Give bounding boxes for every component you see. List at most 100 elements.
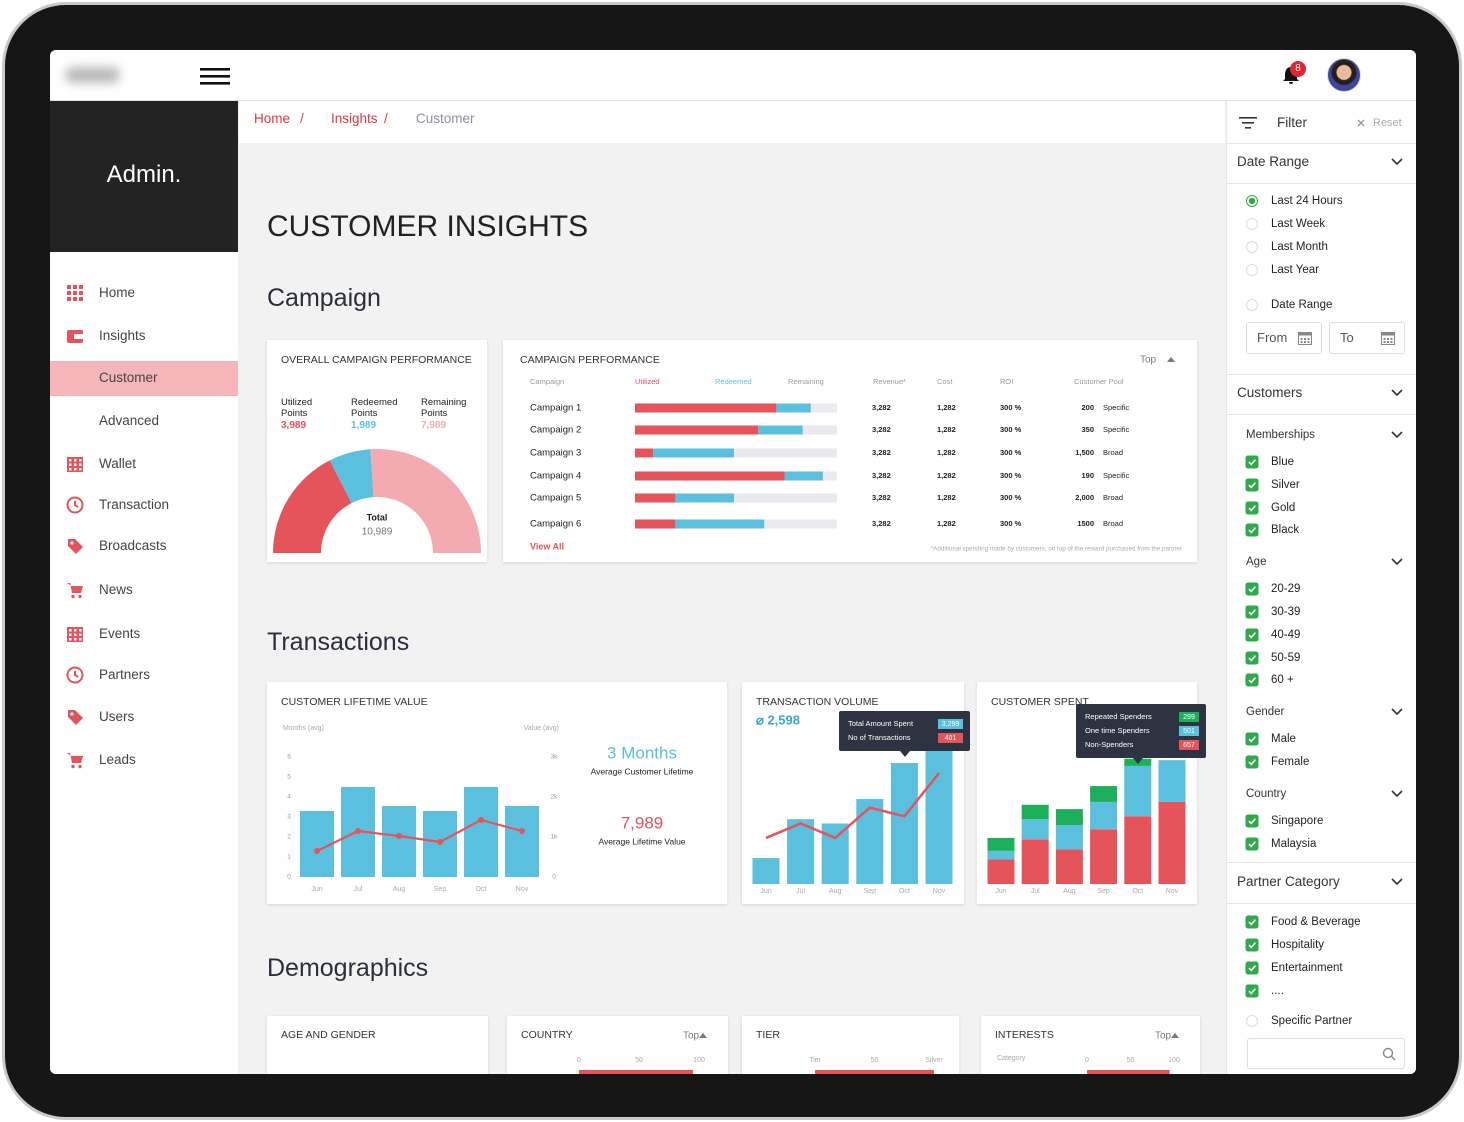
icon-part: [74, 463, 77, 466]
filter-group-title[interactable]: Memberships: [1246, 429, 1316, 441]
icon-part: [1300, 341, 1303, 343]
chevron[interactable]: [1391, 430, 1403, 440]
nav-icon: [68, 710, 83, 725]
x-tick-label: 100: [693, 1057, 705, 1064]
checkbox[interactable]: [1245, 605, 1259, 619]
filter-section-title[interactable]: Partner Category: [1237, 874, 1340, 889]
bar-segment: [776, 403, 811, 413]
icon-part: [1382, 1047, 1394, 1059]
chevron[interactable]: [1391, 388, 1403, 398]
option-label: Black: [1271, 524, 1300, 537]
checkbox[interactable]: [1245, 732, 1259, 746]
checkbox-tick: [1248, 919, 1257, 926]
nav-item[interactable]: Wallet: [99, 456, 137, 471]
nav-item[interactable]: Home: [99, 285, 136, 300]
view-all-link[interactable]: View All: [530, 541, 564, 551]
nav-item[interactable]: Customer: [99, 370, 158, 385]
icon-part: [67, 285, 71, 289]
nav-item[interactable]: Leads: [99, 752, 136, 767]
nav-item[interactable]: Insights: [99, 328, 146, 343]
chevron[interactable]: [1391, 157, 1403, 167]
breadcrumb-item[interactable]: Home: [254, 111, 291, 126]
bar: [787, 819, 815, 884]
checkbox[interactable]: [1245, 755, 1259, 769]
chevron-line: [1391, 558, 1403, 566]
checkbox[interactable]: [1245, 814, 1259, 828]
filter-section-title[interactable]: Date Range: [1237, 154, 1310, 169]
section-heading: Campaign: [267, 284, 381, 312]
chevron[interactable]: [1391, 557, 1403, 567]
filter-group-title[interactable]: Country: [1246, 787, 1287, 800]
nav-item[interactable]: Broadcasts: [99, 538, 167, 553]
card-title: AGE AND GENDER: [281, 1029, 376, 1041]
filter-group-title[interactable]: Gender: [1246, 706, 1285, 719]
stat-label: Average Lifetime Value: [598, 836, 685, 846]
radio-ring: [1246, 1015, 1258, 1027]
nav-icon: [67, 330, 83, 343]
notification-badge: 8: [1290, 61, 1306, 77]
checkbox[interactable]: [1245, 628, 1259, 642]
filter-section-title[interactable]: Customers: [1237, 385, 1303, 400]
x-tick-label: Aug: [393, 886, 406, 893]
nav-icon: [67, 457, 83, 472]
column-header: Remaining: [788, 377, 824, 386]
tooltip-label: One time Spenders: [1085, 726, 1150, 735]
checkbox[interactable]: [1245, 837, 1259, 851]
checkbox[interactable]: [1245, 455, 1259, 469]
radio[interactable]: [1246, 299, 1258, 311]
checkbox[interactable]: [1245, 673, 1259, 687]
nav-item[interactable]: News: [99, 582, 133, 597]
radio[interactable]: [1246, 195, 1258, 207]
reset-button[interactable]: Reset: [1373, 117, 1402, 129]
checkbox-tick: [1248, 654, 1257, 662]
nav-item[interactable]: Events: [99, 626, 141, 641]
nav-item[interactable]: Users: [99, 709, 135, 724]
bar-segment: [675, 519, 765, 529]
menu-button[interactable]: [200, 66, 230, 86]
bar: [752, 858, 780, 884]
bar-segment: [987, 837, 1015, 851]
checkbox[interactable]: [1245, 961, 1259, 975]
icon-part: [73, 291, 77, 295]
icon-part: [1387, 341, 1389, 343]
nav-item[interactable]: Partners: [99, 667, 151, 682]
checkbox[interactable]: [1245, 501, 1259, 515]
chevron[interactable]: [1391, 707, 1403, 717]
x-tick-label: Oct: [1132, 888, 1143, 895]
nav-item[interactable]: Transaction: [99, 497, 170, 512]
stat-value: 3 Months: [607, 743, 677, 762]
x-tick-label: Tier: [809, 1057, 821, 1064]
filter-group-title[interactable]: Age: [1246, 556, 1267, 569]
divider: [1226, 862, 1416, 863]
tooltip-label: No of Transactions: [848, 733, 911, 742]
breadcrumb-item[interactable]: Insights: [331, 111, 378, 126]
checkbox[interactable]: [1245, 523, 1259, 537]
icon-part: [79, 463, 82, 466]
checkbox-box: [1245, 837, 1259, 851]
cell-roi: 300 %: [1000, 493, 1022, 502]
icon-part: [79, 285, 83, 289]
checkbox[interactable]: [1245, 478, 1259, 492]
icon-part: [67, 291, 71, 295]
radio[interactable]: [1246, 264, 1258, 276]
bar-segment: [1021, 819, 1049, 840]
radio-ring: [1246, 241, 1258, 253]
nav-item[interactable]: Advanced: [99, 413, 160, 428]
column-header: Utilized: [635, 377, 660, 386]
icon-part: [68, 710, 83, 725]
row-name: Campaign 6: [530, 519, 581, 530]
checkbox[interactable]: [1245, 582, 1259, 596]
bar-segment: [1124, 765, 1152, 817]
chevron[interactable]: [1391, 877, 1403, 887]
checkbox[interactable]: [1245, 984, 1259, 998]
checkbox[interactable]: [1245, 938, 1259, 952]
chevron[interactable]: [1391, 789, 1403, 799]
demographic-card: INTERESTS Top Category 0 50 100: [981, 1016, 1200, 1074]
radio[interactable]: [1246, 218, 1258, 230]
checkbox[interactable]: [1245, 651, 1259, 665]
checkbox[interactable]: [1245, 915, 1259, 929]
radio[interactable]: [1246, 241, 1258, 253]
radio[interactable]: [1246, 1015, 1258, 1027]
x-tick-label: Jun: [311, 886, 322, 893]
date-input-label: To: [1340, 330, 1354, 345]
